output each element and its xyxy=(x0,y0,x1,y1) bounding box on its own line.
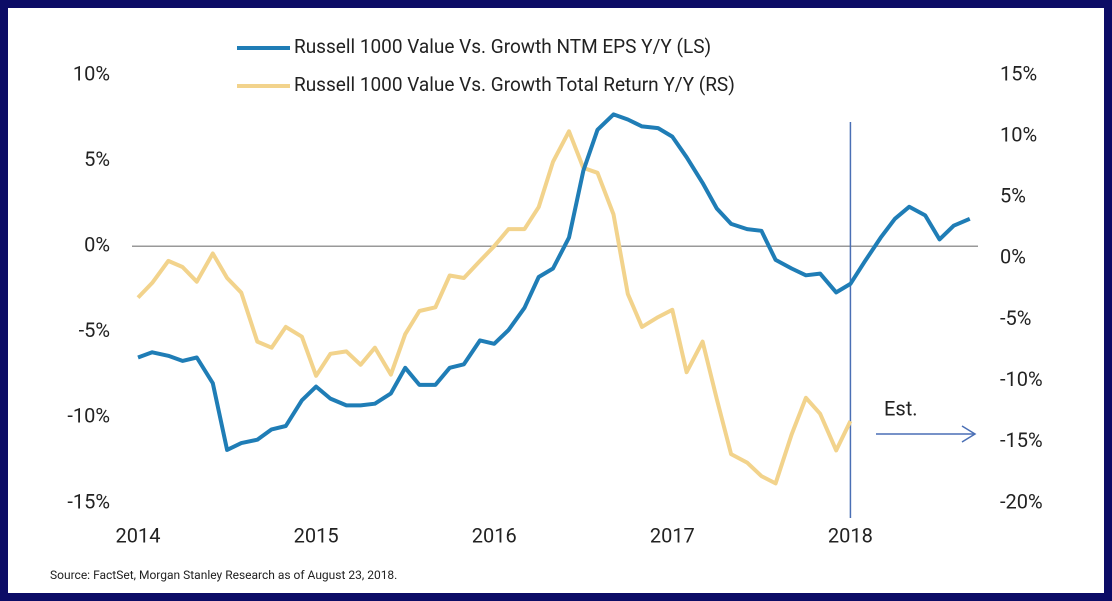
x-tick-label: 2015 xyxy=(294,523,339,547)
annotation-text: Est. xyxy=(884,396,918,420)
estimate-arrowhead xyxy=(961,425,977,443)
y2-tick-label: 10% xyxy=(1000,122,1037,146)
legend-label: Russell 1000 Value Vs. Growth NTM EPS Y/… xyxy=(294,35,711,58)
y2-tick-label: 15% xyxy=(1000,61,1037,85)
y-tick-label: 10% xyxy=(73,61,110,85)
y2-tick-label: 0% xyxy=(1000,245,1026,269)
y2-tick-label: -10% xyxy=(1000,367,1043,391)
y2-tick-label: -20% xyxy=(1000,489,1043,513)
y-tick-label: 0% xyxy=(84,232,110,256)
y-tick-label: -5% xyxy=(79,318,110,342)
y-tick-label: 5% xyxy=(84,147,110,171)
legend-label: Russell 1000 Value Vs. Growth Total Retu… xyxy=(294,73,735,96)
y2-tick-label: 5% xyxy=(1000,184,1026,208)
x-tick-label: 2018 xyxy=(828,523,873,547)
x-tick-label: 2017 xyxy=(650,523,695,547)
y2-tick-label: -15% xyxy=(1000,428,1043,452)
y-tick-label: -10% xyxy=(67,404,110,428)
y-tick-label: -15% xyxy=(67,489,110,513)
x-tick-label: 2016 xyxy=(472,523,517,547)
source-note: Source: FactSet, Morgan Stanley Research… xyxy=(50,568,397,582)
y2-tick-label: -5% xyxy=(1000,306,1031,330)
x-tick-label: 2014 xyxy=(116,523,161,547)
series-line xyxy=(137,112,971,452)
series-line xyxy=(136,129,853,486)
